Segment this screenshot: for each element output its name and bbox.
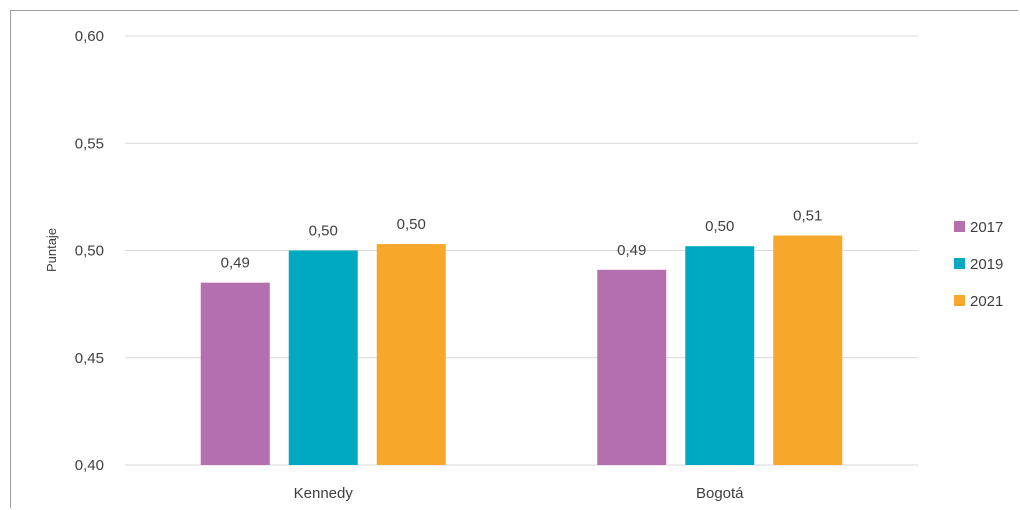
- y-axis-ticks: 0,40 0,45 0,50 0,55 0,60: [75, 28, 104, 474]
- data-label: 0,50: [705, 218, 734, 235]
- chart-frame: [10, 10, 1018, 508]
- data-label: 0,49: [221, 255, 250, 272]
- legend-label: 2021: [970, 293, 1003, 310]
- bar-2017-bogotá: [597, 269, 667, 465]
- y-axis-title: Puntaje: [44, 228, 59, 272]
- x-tick-label: Kennedy: [294, 485, 354, 502]
- bars: [200, 235, 843, 465]
- data-label: 0,49: [617, 242, 646, 259]
- bar-2021-kennedy: [376, 244, 446, 465]
- bar-2017-kennedy: [200, 282, 270, 465]
- data-label: 0,51: [793, 207, 822, 224]
- x-tick-label: Bogotá: [696, 485, 744, 502]
- y-tick-label: 0,45: [75, 350, 104, 367]
- legend: 2017 2019 2021: [954, 219, 1003, 310]
- data-label: 0,50: [309, 223, 338, 240]
- y-tick-label: 0,40: [75, 457, 104, 474]
- legend-swatch: [954, 258, 965, 269]
- data-label: 0,50: [397, 216, 426, 233]
- y-tick-label: 0,60: [75, 28, 104, 45]
- y-tick-label: 0,50: [75, 243, 104, 260]
- y-tick-label: 0,55: [75, 135, 104, 152]
- bar-2021-bogotá: [773, 235, 843, 465]
- bar-2019-kennedy: [288, 250, 358, 465]
- bar-2019-bogotá: [685, 246, 755, 465]
- x-axis-ticks: Kennedy Bogotá: [294, 485, 745, 502]
- legend-label: 2017: [970, 219, 1003, 236]
- data-labels: 0,49 0,50 0,50 0,49 0,50 0,51: [221, 207, 823, 271]
- legend-label: 2019: [970, 256, 1003, 273]
- legend-swatch: [954, 295, 965, 306]
- legend-swatch: [954, 221, 965, 232]
